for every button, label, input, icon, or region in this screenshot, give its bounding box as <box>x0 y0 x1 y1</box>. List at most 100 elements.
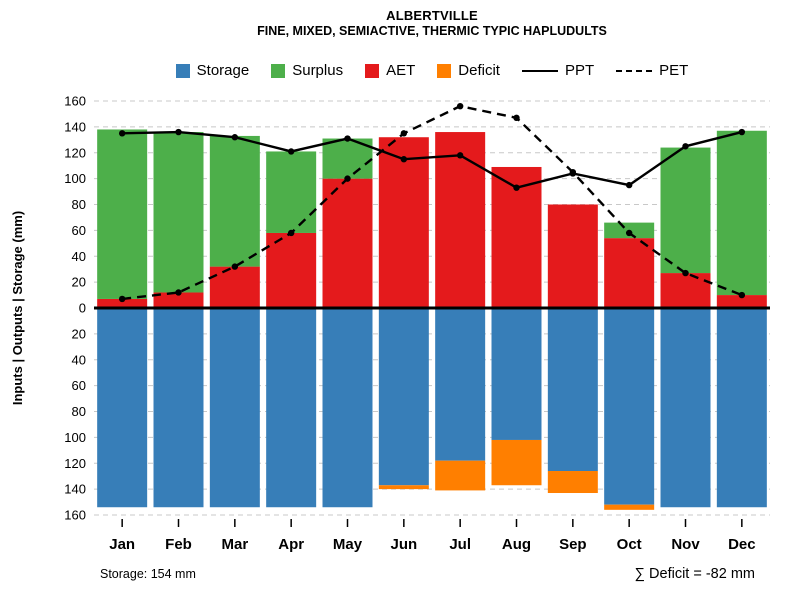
dashed-line-sample-icon <box>616 69 653 72</box>
bar-storage <box>153 308 204 508</box>
pet-marker <box>118 295 126 303</box>
bar-surplus <box>660 147 711 274</box>
legend-label-storage: Storage <box>196 62 250 79</box>
bar-storage <box>209 308 260 508</box>
x-tick-label-may: May <box>333 536 363 553</box>
pet-marker <box>231 263 239 270</box>
pet-marker <box>400 130 408 137</box>
y-tick-label: 40 <box>72 352 86 367</box>
bar-aet <box>435 132 486 308</box>
bar-aet <box>716 295 767 308</box>
x-tick-label-dec: Dec <box>728 536 756 553</box>
bar-aet <box>322 178 373 308</box>
ppt-marker <box>738 128 746 136</box>
bar-storage <box>660 308 711 508</box>
pet-marker <box>287 229 295 237</box>
bar-aet <box>378 137 429 308</box>
bar-storage <box>491 308 542 440</box>
chart-footer: Storage: 154 mm ∑ Deficit = -82 mm <box>100 566 755 582</box>
bar-storage <box>547 308 598 472</box>
x-tick-label-apr: Apr <box>278 536 304 553</box>
storage-note: Storage: 154 mm <box>100 567 196 581</box>
bar-storage <box>266 308 317 508</box>
ppt-marker <box>456 152 464 159</box>
bar-surplus <box>209 135 260 267</box>
y-tick-label: 20 <box>72 326 86 341</box>
bar-storage <box>378 308 429 486</box>
y-tick-label: 160 <box>64 94 86 109</box>
y-tick-label: 80 <box>72 197 86 212</box>
bar-aet <box>604 238 655 308</box>
x-tick-label-nov: Nov <box>671 536 700 553</box>
y-tick-label: 40 <box>72 249 86 264</box>
ppt-marker <box>682 143 689 150</box>
bar-storage <box>435 308 486 461</box>
y-tick-label: 60 <box>72 378 86 393</box>
ppt-marker <box>569 170 577 177</box>
legend-item-storage: Storage <box>175 62 250 79</box>
y-tick-label: 0 <box>79 301 86 316</box>
legend-item-surplus: Surplus <box>271 62 343 79</box>
legend: Storage Surplus AET Deficit PPT PET <box>64 62 800 79</box>
bar-deficit <box>547 471 598 494</box>
legend-swatch-aet <box>365 63 380 78</box>
chart-plot: 0 20 40 60 80 100 120 140 160 20 40 60 80 100 120 140 16… <box>10 94 770 553</box>
legend-item-ppt: PPT <box>521 62 595 79</box>
deficit-sum-note: ∑ Deficit = -82 mm <box>634 566 755 582</box>
ppt-line <box>122 130 743 189</box>
bar-storage <box>604 308 655 505</box>
y-tick-label: 120 <box>64 456 86 471</box>
chart-subtitle: FINE, MIXED, SEMIACTIVE, THERMIC TYPIC H… <box>257 24 607 38</box>
ppt-marker <box>344 135 351 142</box>
bar-storage <box>716 308 767 508</box>
legend-item-pet: PET <box>616 62 688 79</box>
bar-aet <box>660 273 711 308</box>
pet-marker <box>344 175 351 182</box>
pet-marker <box>175 289 182 296</box>
x-tick-label-jan: Jan <box>109 536 135 553</box>
bar-deficit <box>604 504 655 510</box>
y-tick-label: 60 <box>72 223 86 238</box>
bar-storage <box>97 308 148 508</box>
pet-marker <box>738 291 746 299</box>
pet-marker <box>682 269 689 277</box>
bar-aet <box>547 204 598 308</box>
pet-line <box>122 104 743 301</box>
chart-title: ALBERTVILLE <box>386 8 478 23</box>
ppt-marker <box>400 156 408 163</box>
legend-label-deficit: Deficit <box>458 62 500 79</box>
x-tick-label-jul: Jul <box>449 536 471 553</box>
bar-surplus <box>153 132 204 293</box>
bar-storage <box>322 308 373 508</box>
solid-line-sample-icon <box>521 69 558 72</box>
legend-label-aet: AET <box>386 62 416 79</box>
pet-marker <box>456 102 464 110</box>
y-axis-title: Inputs | Outputs | Storage (mm) <box>10 211 25 405</box>
y-tick-label: 80 <box>72 404 86 419</box>
pet-marker <box>625 229 633 237</box>
bar-aet <box>266 232 317 308</box>
bar-deficit <box>378 485 429 490</box>
y-tick-label: 20 <box>72 275 86 290</box>
bar-aet <box>97 298 148 308</box>
legend-label-ppt: PPT <box>564 62 595 79</box>
bar-aet <box>209 266 260 308</box>
legend-swatch-surplus <box>271 63 286 78</box>
ppt-marker <box>287 148 295 155</box>
bar-surplus <box>266 151 317 233</box>
bar-deficit <box>491 439 542 486</box>
bar-surplus <box>716 130 767 296</box>
legend-item-aet: AET <box>365 62 415 79</box>
pet-marker <box>513 114 520 122</box>
x-tick-label-aug: Aug <box>502 536 531 553</box>
x-tick-label-feb: Feb <box>165 536 192 553</box>
y-tick-label: 100 <box>64 171 86 186</box>
legend-item-deficit: Deficit <box>437 62 500 79</box>
bar-deficit <box>435 460 486 491</box>
ppt-marker <box>513 184 520 191</box>
x-tick-label-oct: Oct <box>617 536 642 553</box>
y-tick-label: 100 <box>64 430 86 445</box>
y-tick-label: 120 <box>64 145 86 160</box>
y-tick-label: 140 <box>64 482 86 497</box>
